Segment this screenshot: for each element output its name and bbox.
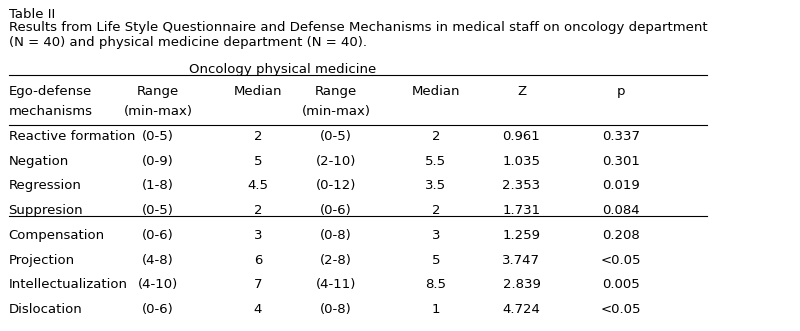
Text: (0-5): (0-5) [320, 130, 352, 143]
Text: (4-11): (4-11) [316, 278, 357, 292]
Text: 0.084: 0.084 [602, 204, 640, 217]
Text: (0-6): (0-6) [142, 303, 174, 316]
Text: (0-5): (0-5) [142, 130, 174, 143]
Text: 0.337: 0.337 [602, 130, 640, 143]
Text: (0-8): (0-8) [320, 229, 352, 242]
Text: 0.208: 0.208 [602, 229, 640, 242]
Text: 8.5: 8.5 [426, 278, 446, 292]
Text: Table II: Table II [9, 8, 54, 21]
Text: (0-6): (0-6) [320, 204, 352, 217]
Text: (1-8): (1-8) [142, 179, 174, 192]
Text: Compensation: Compensation [9, 229, 105, 242]
Text: (0-9): (0-9) [142, 155, 174, 167]
Text: 3.5: 3.5 [426, 179, 446, 192]
Text: 2: 2 [432, 130, 440, 143]
Text: 2: 2 [254, 204, 262, 217]
Text: (0-5): (0-5) [142, 204, 174, 217]
Text: Median: Median [234, 85, 282, 98]
Text: Oncology physical medicine: Oncology physical medicine [189, 63, 377, 76]
Text: 3: 3 [432, 229, 440, 242]
Text: Dislocation: Dislocation [9, 303, 82, 316]
Text: 4.5: 4.5 [247, 179, 268, 192]
Text: (min-max): (min-max) [302, 105, 370, 118]
Text: 5: 5 [254, 155, 262, 167]
Text: 1.035: 1.035 [502, 155, 541, 167]
Text: (2-10): (2-10) [316, 155, 357, 167]
Text: 5.5: 5.5 [426, 155, 446, 167]
Text: (4-10): (4-10) [138, 278, 178, 292]
Text: Z: Z [517, 85, 526, 98]
Text: (2-8): (2-8) [320, 254, 352, 267]
Text: (min-max): (min-max) [124, 105, 193, 118]
Text: Median: Median [412, 85, 460, 98]
Text: (N = 40) and physical medicine department (N = 40).: (N = 40) and physical medicine departmen… [9, 36, 366, 50]
Text: 7: 7 [254, 278, 262, 292]
Text: 4: 4 [254, 303, 262, 316]
Text: p: p [617, 85, 626, 98]
Text: (4-8): (4-8) [142, 254, 174, 267]
Text: Ego-defense: Ego-defense [9, 85, 92, 98]
Text: 0.961: 0.961 [502, 130, 540, 143]
Text: <0.05: <0.05 [601, 303, 642, 316]
Text: (0-8): (0-8) [320, 303, 352, 316]
Text: Range: Range [315, 85, 358, 98]
Text: 4.724: 4.724 [502, 303, 540, 316]
Text: 0.005: 0.005 [602, 278, 640, 292]
Text: Suppresion: Suppresion [9, 204, 83, 217]
Text: 0.301: 0.301 [602, 155, 640, 167]
Text: 1.731: 1.731 [502, 204, 541, 217]
Text: 6: 6 [254, 254, 262, 267]
Text: 1: 1 [432, 303, 440, 316]
Text: 2: 2 [254, 130, 262, 143]
Text: 2.839: 2.839 [502, 278, 540, 292]
Text: 5: 5 [432, 254, 440, 267]
Text: Intellectualization: Intellectualization [9, 278, 127, 292]
Text: (0-12): (0-12) [316, 179, 357, 192]
Text: 1.259: 1.259 [502, 229, 541, 242]
Text: Results from Life Style Questionnaire and Defense Mechanisms in medical staff on: Results from Life Style Questionnaire an… [9, 21, 707, 34]
Text: Range: Range [137, 85, 179, 98]
Text: (0-6): (0-6) [142, 229, 174, 242]
Text: <0.05: <0.05 [601, 254, 642, 267]
Text: mechanisms: mechanisms [9, 105, 93, 118]
Text: 2.353: 2.353 [502, 179, 541, 192]
Text: 0.019: 0.019 [602, 179, 640, 192]
Text: Regression: Regression [9, 179, 82, 192]
Text: 3.747: 3.747 [502, 254, 541, 267]
Text: 3: 3 [254, 229, 262, 242]
Text: Reactive formation: Reactive formation [9, 130, 135, 143]
Text: Negation: Negation [9, 155, 69, 167]
Text: 2: 2 [432, 204, 440, 217]
Text: Projection: Projection [9, 254, 74, 267]
